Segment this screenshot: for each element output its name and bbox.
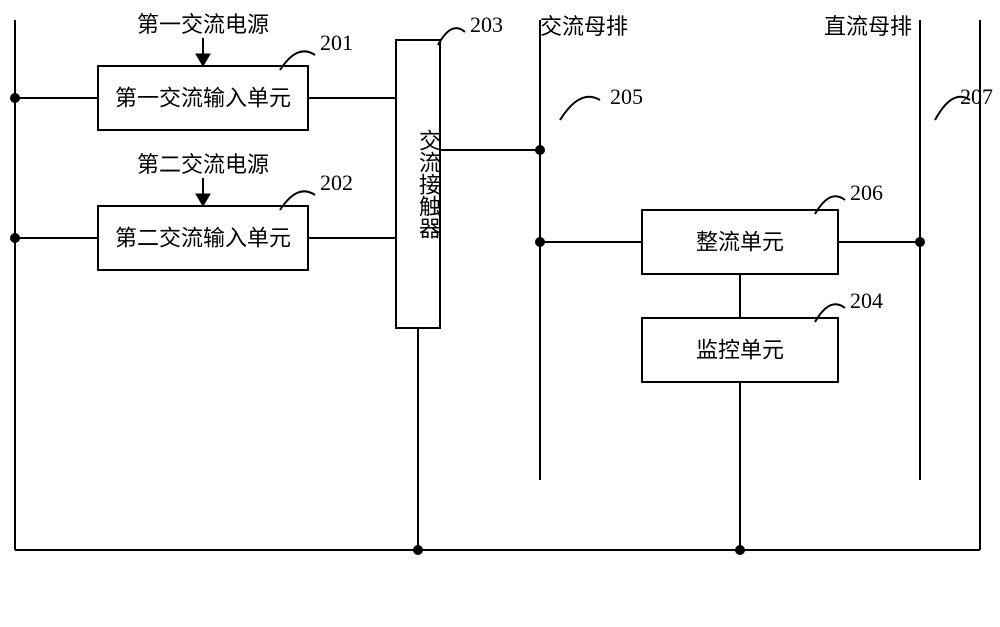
node-bottom-203 bbox=[413, 545, 423, 555]
ref-201: 201 bbox=[320, 30, 353, 55]
node-left-201 bbox=[10, 93, 20, 103]
src1-label: 第一交流电源 bbox=[137, 12, 269, 37]
ref-203: 203 bbox=[470, 12, 503, 37]
ref-205: 205 bbox=[610, 84, 643, 109]
dc-bus-label: 直流母排 bbox=[824, 14, 912, 39]
ref-206: 206 bbox=[850, 180, 883, 205]
src1-arrow-head bbox=[196, 54, 210, 66]
leader-203 bbox=[438, 28, 465, 45]
box-202-text: 第二交流输入单元 bbox=[115, 226, 291, 251]
ref-202: 202 bbox=[320, 170, 353, 195]
box-204-text: 监控单元 bbox=[696, 338, 784, 363]
box-206-text: 整流单元 bbox=[696, 230, 784, 255]
ref-204: 204 bbox=[850, 288, 883, 313]
node-dcbus-206 bbox=[915, 237, 925, 247]
ac-bus-label: 交流母排 bbox=[540, 14, 628, 39]
node-acbus-203 bbox=[535, 145, 545, 155]
box-201-text: 第一交流输入单元 bbox=[115, 86, 291, 111]
leader-205 bbox=[560, 97, 600, 120]
src2-label: 第二交流电源 bbox=[137, 152, 269, 177]
node-left-202 bbox=[10, 233, 20, 243]
node-bottom-204 bbox=[735, 545, 745, 555]
ref-207: 207 bbox=[960, 84, 993, 109]
box-203-text: 交流接触器 bbox=[416, 129, 441, 239]
src2-arrow-head bbox=[196, 194, 210, 206]
node-acbus-206 bbox=[535, 237, 545, 247]
